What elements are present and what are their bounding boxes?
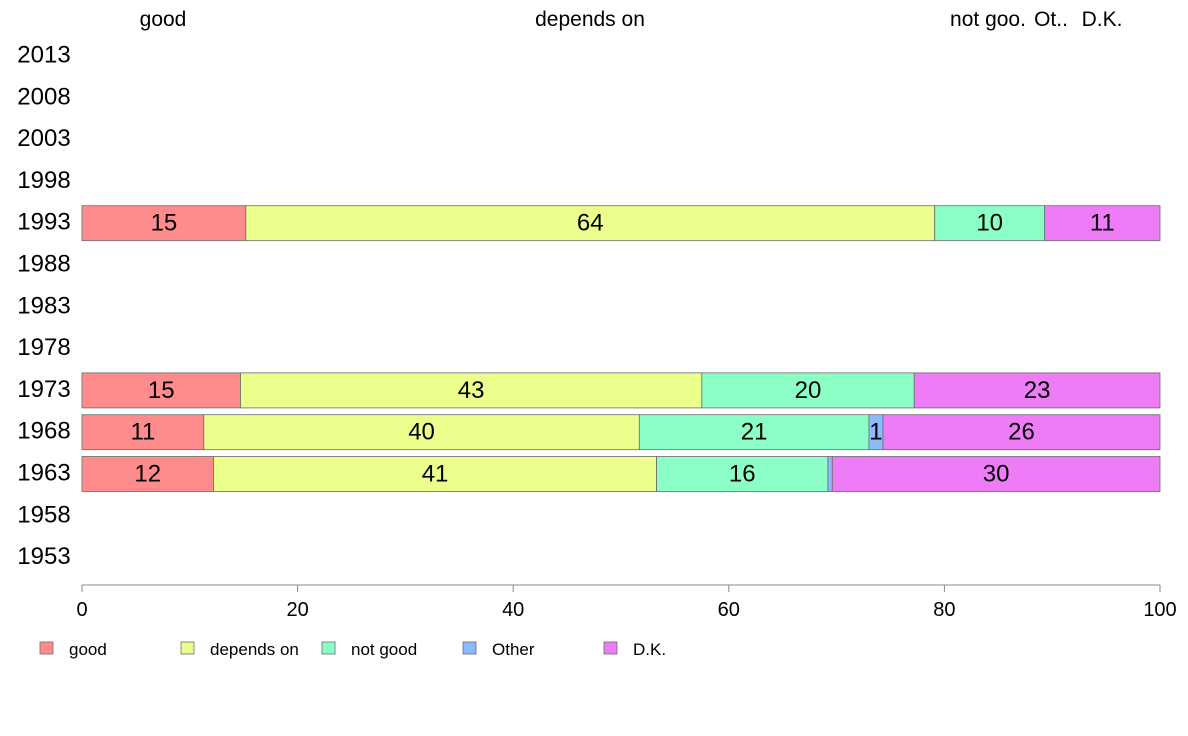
legend: good depends on not good Other D.K. [39,640,666,659]
y-label-2013: 2013 [17,42,70,69]
y-label-1998: 1998 [17,167,70,194]
bar-1963-Other [827,456,833,492]
bars: 15 64 10 11 15 43 20 23 11 40 21 1 26 12 41 16 30 [81,205,1161,492]
bar-1993-good [81,205,247,242]
top-label-2: not goo. [950,8,1026,31]
bar-1993-not-good [934,205,1046,242]
top-category-labels: good depends on not goo. Ot.. D.K. [140,8,1123,31]
y-label-1968: 1968 [17,418,70,445]
bar-1963-good [81,456,214,492]
data-label-1963-D.K.: 30 [983,461,1010,488]
legend-label-D.K.: D.K. [633,640,666,659]
y-label-1973: 1973 [17,376,70,403]
legend-label-good: good [69,640,107,659]
data-label-1968-not-good: 21 [741,419,768,446]
y-axis-labels: 2013 2008 2003 1998 1993 1988 1983 1978 1973 1968… [17,42,70,571]
bar-1963-depends-on [213,456,657,492]
x-tick-label-100: 100 [1143,599,1176,621]
legend-label-depends-on: depends on [210,640,299,659]
bar-1963-D.K. [831,456,1161,492]
data-label-1968-depends-on: 40 [408,419,435,446]
y-label-1953: 1953 [17,543,70,570]
bar-1973-good [81,372,241,409]
data-label-1968-Other: 1 [869,419,882,446]
y-label-1993: 1993 [17,209,70,236]
top-label-0: good [140,8,187,31]
data-label-1963-not-good: 16 [729,461,756,488]
data-label-1968-good: 11 [130,419,155,446]
legend-swatch-good [39,641,54,655]
y-label-1983: 1983 [17,292,70,319]
top-label-4: D.K. [1082,8,1123,31]
bar-1968-good [81,414,205,451]
legend-label-not-good: not good [351,640,417,659]
bar-1993-depends-on [245,205,936,242]
y-label-1988: 1988 [17,251,70,278]
bar-1973-D.K. [913,372,1161,409]
data-label-1973-good: 15 [148,377,175,404]
x-tick-label-40: 40 [502,599,524,621]
legend-swatch-depends-on [180,641,195,655]
data-label-1993-good: 15 [151,210,178,237]
y-label-2008: 2008 [17,83,70,110]
data-label-1963-depends-on: 41 [422,461,449,488]
data-label-1963-good: 12 [134,461,161,488]
top-label-1: depends on [535,8,645,31]
data-label-1993-D.K.: 11 [1090,210,1115,237]
data-label-1993-not-good: 10 [976,210,1003,237]
x-tick-label-60: 60 [718,599,740,621]
data-label-1993-depends-on: 64 [577,210,604,237]
bar-1973-not-good [701,372,915,409]
legend-swatch-not-good [321,641,336,655]
bar-1968-D.K. [882,414,1161,451]
legend-swatch-D.K. [603,641,618,655]
legend-swatch-Other [462,641,477,655]
y-label-2003: 2003 [17,125,70,152]
y-label-1978: 1978 [17,334,70,361]
bar-1968-depends-on [203,414,640,451]
x-axis: 0 20 40 60 80 100 [76,584,1177,621]
data-label-1973-D.K.: 23 [1024,377,1051,404]
data-label-1973-depends-on: 43 [458,377,485,404]
bar-1993-D.K. [1044,205,1161,242]
y-label-1958: 1958 [17,501,70,528]
data-label-1973-not-good: 20 [795,377,822,404]
y-label-1963: 1963 [17,460,70,487]
bar-1973-depends-on [240,372,703,409]
bar-1963-not-good [656,456,829,492]
x-tick-label-80: 80 [933,599,955,621]
x-tick-label-20: 20 [286,599,308,621]
x-tick-label-0: 0 [76,599,87,621]
legend-label-Other: Other [492,640,535,659]
top-label-3: Ot.. [1034,8,1068,31]
data-label-1968-D.K.: 26 [1008,419,1035,446]
